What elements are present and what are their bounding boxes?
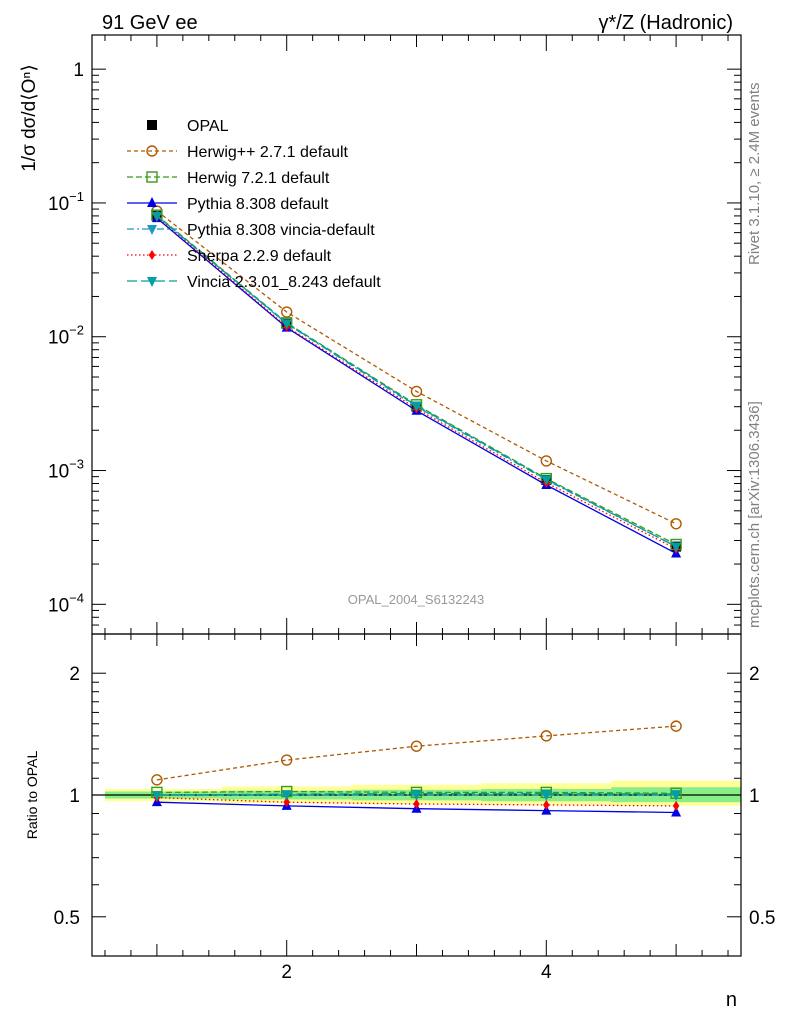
legend-label: Vincia 2.3.01_8.243 default bbox=[187, 274, 381, 291]
top-point bbox=[410, 385, 423, 398]
ratio-point bbox=[411, 789, 422, 800]
rivet-label: Rivet 3.1.10, ≥ 2.4M events bbox=[746, 83, 763, 266]
top-line-1 bbox=[156, 210, 677, 525]
ratio-point bbox=[672, 800, 680, 811]
ratio-y-tick-label-left: 1 bbox=[69, 786, 80, 807]
ratio-series-5 bbox=[151, 789, 682, 801]
legend-item-0: OPAL bbox=[147, 118, 229, 135]
top-y-tick-label: 10−1 bbox=[48, 189, 84, 215]
top-point bbox=[540, 455, 552, 467]
top-point bbox=[670, 518, 682, 530]
ratio-point bbox=[281, 754, 293, 766]
top-y-tick-label: 1 bbox=[73, 60, 84, 81]
legend-item-6: Vincia 2.3.01_8.243 default bbox=[127, 274, 381, 291]
analysis-watermark: OPAL_2004_S6132243 bbox=[348, 592, 484, 607]
ratio-point bbox=[541, 789, 552, 800]
legend-marker bbox=[147, 225, 157, 235]
legend-item-5: Sherpa 2.2.9 default bbox=[127, 248, 332, 265]
top-ylabel: 1/σ dσ/d⟨Oⁿ⟩ bbox=[19, 64, 40, 172]
legend-label: Herwig 7.2.1 default bbox=[187, 170, 330, 187]
top-point bbox=[411, 401, 422, 412]
legend-item-3: Pythia 8.308 default bbox=[127, 196, 329, 213]
ratio-y-tick-label-left: 0.5 bbox=[54, 908, 80, 929]
legend-label: Herwig++ 2.7.1 default bbox=[187, 144, 349, 161]
top-y-tick-label: 10−3 bbox=[48, 457, 84, 483]
legend-marker bbox=[147, 197, 157, 207]
top-point bbox=[541, 475, 552, 486]
ratio-y-tick-label-right: 1 bbox=[749, 786, 760, 807]
ratio-line-4 bbox=[156, 797, 677, 807]
x-axis-title: n bbox=[726, 989, 737, 1011]
ratio-point bbox=[413, 799, 420, 810]
ratio-point bbox=[283, 797, 290, 808]
top-point bbox=[281, 306, 293, 318]
ratio-line-1 bbox=[156, 790, 677, 794]
top-point bbox=[151, 211, 162, 222]
ratio-line-0 bbox=[156, 725, 677, 781]
legend-label: Pythia 8.308 vincia-default bbox=[187, 222, 375, 239]
ratio-x-tick-label: 2 bbox=[281, 962, 292, 983]
legend-item-1: Herwig++ 2.7.1 default bbox=[127, 144, 349, 161]
top-y-tick-label: 10−2 bbox=[48, 323, 84, 349]
top-point bbox=[281, 319, 292, 330]
legend-marker bbox=[146, 145, 158, 157]
ratio-point bbox=[410, 740, 423, 752]
ratio-point bbox=[281, 790, 292, 801]
top-point bbox=[671, 542, 682, 553]
plot-frames: 1 10−1 10−2 10−3 10−4 2 4 0.5 0.5 1 1 2 2 bbox=[48, 34, 775, 983]
legend-label: Pythia 8.308 default bbox=[187, 196, 329, 213]
top-line-2 bbox=[156, 214, 677, 546]
ratio-point bbox=[671, 806, 682, 817]
legend-label: Sherpa 2.2.9 default bbox=[187, 248, 332, 265]
ratio-point bbox=[670, 720, 682, 732]
ratio-point bbox=[151, 774, 163, 786]
top-series-6 bbox=[151, 211, 682, 553]
ratio-point bbox=[671, 790, 682, 801]
legend-marker bbox=[146, 171, 158, 183]
legend-item-2: Herwig 7.2.1 default bbox=[127, 170, 330, 187]
header-left: 91 GeV ee bbox=[102, 12, 198, 34]
top-y-tick-label: 10−4 bbox=[48, 590, 84, 616]
legend-marker bbox=[147, 120, 157, 130]
legend-marker bbox=[148, 250, 156, 260]
bottom-ylabel: Ratio to OPAL bbox=[24, 751, 40, 840]
ratio-point bbox=[543, 799, 550, 810]
ratio-point bbox=[151, 791, 162, 801]
legend: OPAL Herwig++ 2.7.1 default Herwig 7.2.1 d… bbox=[127, 118, 381, 291]
ratio-y-tick-label-left: 2 bbox=[69, 664, 80, 685]
legend-label: OPAL bbox=[187, 118, 229, 135]
ratio-y-tick-label-right: 2 bbox=[749, 664, 760, 685]
legend-item-4: Pythia 8.308 vincia-default bbox=[127, 222, 375, 239]
top-line-6 bbox=[156, 215, 677, 548]
ratio-plot bbox=[92, 720, 741, 817]
ratio-y-tick-label-right: 0.5 bbox=[749, 908, 775, 929]
ratio-point bbox=[540, 730, 552, 742]
ratio-x-tick-label: 4 bbox=[541, 962, 552, 983]
ratio-series-0 bbox=[151, 720, 682, 786]
mcplots-label: mcplots.cern.ch [arXiv:1306.3436] bbox=[746, 401, 763, 628]
top-plot-series bbox=[151, 205, 682, 558]
legend-marker bbox=[147, 277, 157, 287]
top-line-5 bbox=[156, 216, 677, 550]
header-right: γ*/Z (Hadronic) bbox=[599, 12, 733, 34]
top-line-4 bbox=[156, 215, 677, 548]
